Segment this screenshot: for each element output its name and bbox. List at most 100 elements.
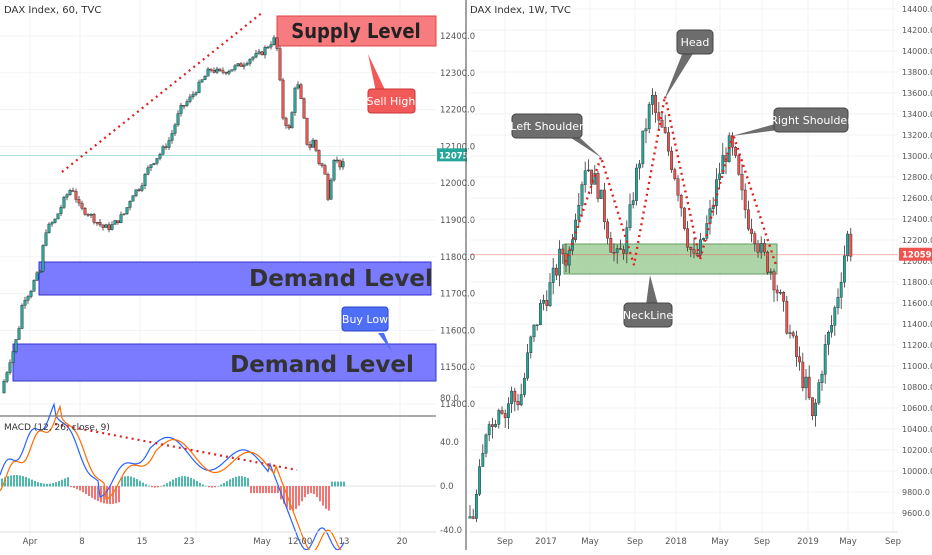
left-candle-body [311,139,315,148]
macd-histogram-bar [217,485,219,487]
left-candle-body [8,362,12,373]
right-candle-body [622,249,626,254]
left-candle-body [128,201,132,208]
right-candle-body [679,194,683,209]
right-candle-body [663,126,667,133]
right-y-tick-label: 11600.0 [902,299,932,308]
right-candle-body [849,233,853,257]
macd-histogram-bar [73,486,75,488]
macd-histogram-bar [112,486,114,504]
left-candle-body [167,140,171,148]
macd-histogram-bar [142,482,144,487]
left-candle-body [290,112,294,129]
left-x-tick-label: 23 [184,537,195,547]
right-y-tick-label: 10800.0 [902,383,932,392]
left-candle-body [233,65,237,70]
macd-histogram-bar [247,477,249,487]
left-shoulder-callout-pointer [568,136,602,158]
right-candle-body [491,424,494,427]
left-y-tick-label: 12000.0 [440,179,475,189]
right-candle-body [494,424,497,427]
left-candle-body [56,213,60,220]
right-last-price-label: 12059.8 [902,251,932,261]
right-candle-body [737,155,741,175]
right-candle-body [507,403,510,418]
macd-histogram-bar [235,476,237,487]
macd-histogram-bar [91,486,93,498]
left-shoulder-callout-label: Left Shoulder [510,120,584,133]
macd-histogram-bar [307,486,309,495]
right-candle-body [484,434,488,454]
right-candle-body [587,169,590,172]
right-candle-body [574,219,578,240]
right-x-tick-label: Sep [754,537,770,547]
macd-histogram-bar [166,483,168,487]
right-y-tick-label: 12600.0 [902,194,932,203]
macd-histogram-bar [64,478,66,487]
macd-histogram-bar [181,476,183,487]
macd-histogram-bar [292,486,294,511]
right-candle-body [475,494,478,519]
demand-level-zone-lower [12,343,437,382]
left-shoulder-callout [511,113,583,139]
macd-histogram-bar [193,479,195,487]
left-candle-body [239,63,243,67]
right-candle-body [839,281,843,298]
left-candle-body [143,174,147,186]
macd-histogram-bar [163,484,165,487]
macd-histogram-bar [46,483,48,487]
macd-y-tick-label: -40.0 [440,526,462,536]
macd-histogram-bar [190,477,192,487]
macd-histogram-bar [70,486,72,488]
left-candle-body [329,179,333,200]
left-candle-body [185,101,189,106]
right-y-tick-label: 12200.0 [902,236,932,245]
macd-histogram-bar [82,486,84,493]
macd-histogram-bar [133,477,135,487]
left-candle-body [62,196,66,208]
macd-histogram-bar [88,486,90,496]
left-candle-body [302,98,306,119]
right-x-tick-label: 2017 [535,537,557,547]
right-candle-body [615,248,619,253]
right-x-tick-label: May [711,537,729,547]
right-candle-body [548,282,552,306]
right-candle-body [529,336,533,353]
right-candle-body [657,112,661,121]
left-candle-body [203,76,207,80]
left-candle-body [206,68,210,77]
right-candle-body [644,128,648,132]
right-candle-body [769,271,773,273]
left-candle-body [119,214,123,223]
left-candle-body [326,174,330,200]
left-candle-body [215,68,219,73]
right-candle-body [510,390,513,404]
right-candle-body [577,205,581,221]
macd-histogram-bar [271,486,273,494]
right-y-tick-label: 9600.0 [902,509,930,518]
macd-line [0,402,345,551]
right-y-tick-label: 10400.0 [902,425,932,434]
right-candle-body [590,169,594,185]
right-candle-body [641,130,645,165]
left-candle-body [29,291,33,297]
macd-histogram-bar [49,483,51,487]
left-candle-body [287,125,291,129]
left-candle-body [275,37,279,49]
right-y-tick-label: 10600.0 [902,404,932,413]
sell-high-callout-pointer [368,54,386,92]
macd-histogram-bar [85,486,87,495]
right-candle-body [628,204,632,228]
right-candle-body [791,332,795,337]
macd-histogram-bar [79,486,81,491]
right-candle-body [651,95,654,105]
right-candle-body [814,402,818,416]
macd-y-tick-label: 40.0 [440,438,459,448]
macd-histogram-bar [67,477,69,487]
macd-histogram-bar [295,486,297,509]
left-candle-body [122,213,126,215]
macd-histogram-bar [226,481,228,487]
left-candle-body [173,124,177,134]
left-candle-body [251,56,255,60]
